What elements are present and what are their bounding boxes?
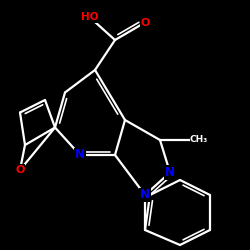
Text: O: O [140,18,150,28]
Text: N: N [140,188,150,202]
Text: CH₃: CH₃ [190,136,208,144]
Text: HO: HO [81,12,99,22]
Text: N: N [75,148,85,162]
Text: N: N [165,166,175,179]
Text: O: O [15,165,25,175]
